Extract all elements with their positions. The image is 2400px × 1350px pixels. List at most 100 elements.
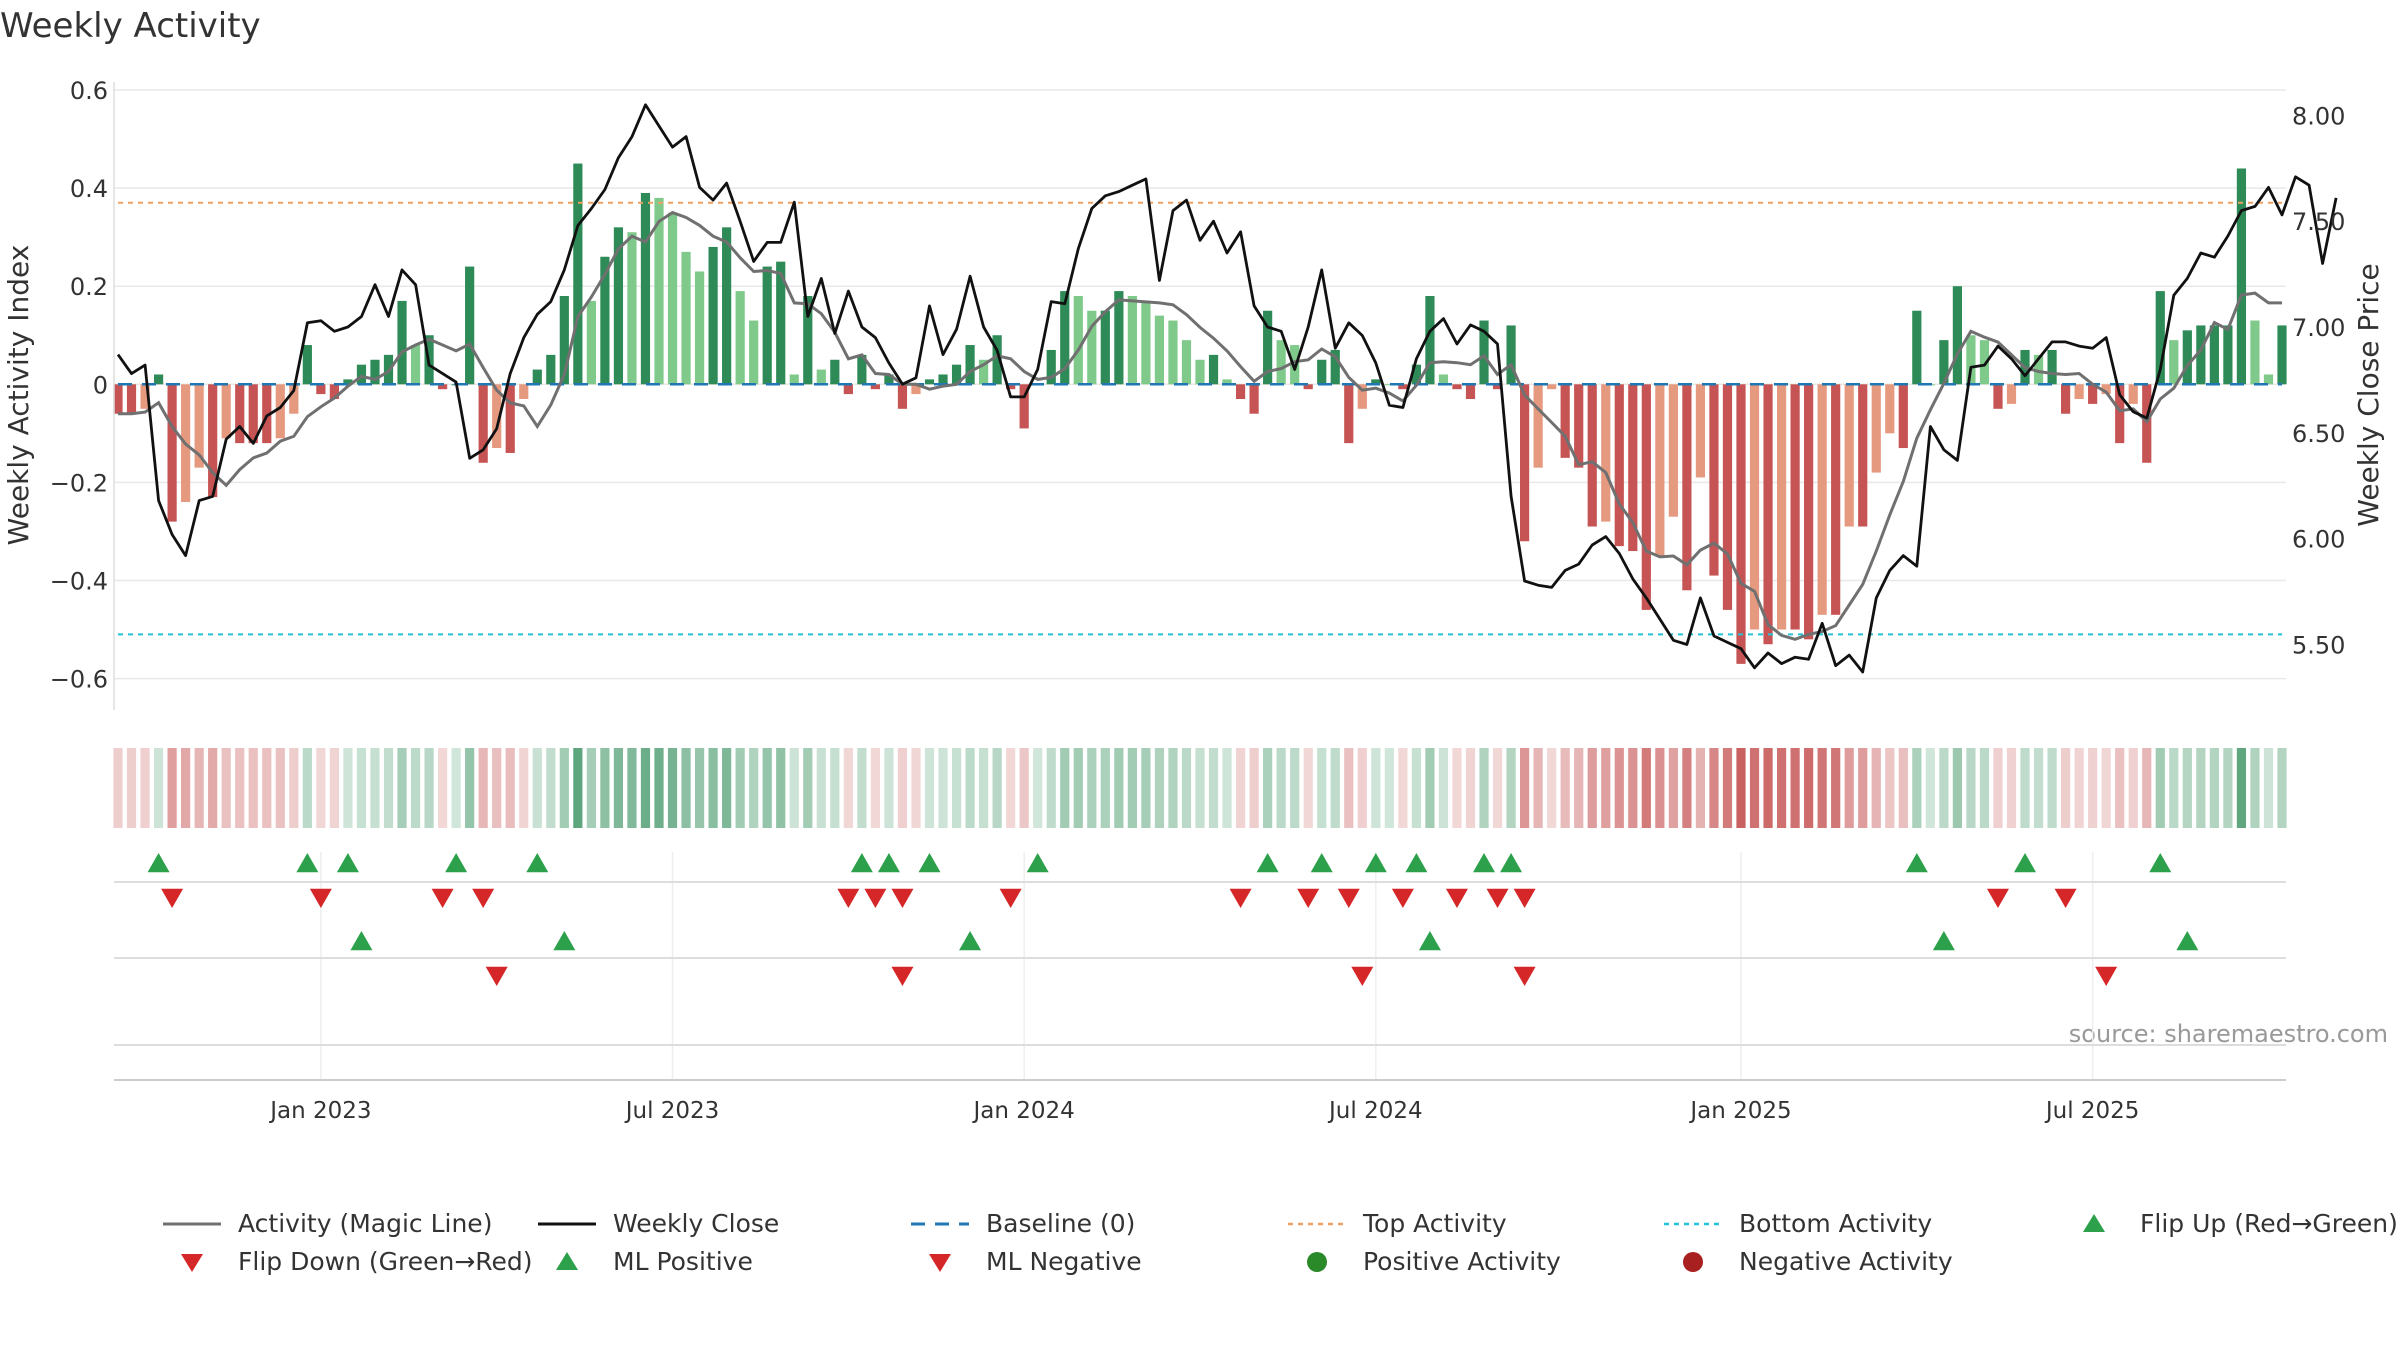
heat-cell — [1303, 748, 1313, 828]
activity-bar — [1560, 384, 1570, 458]
activity-bar — [1073, 296, 1083, 385]
activity-bar — [370, 359, 380, 385]
y-tick-label-left: 0.6 — [70, 77, 108, 105]
flip-down-marker — [837, 888, 860, 908]
activity-bar — [153, 374, 164, 385]
heat-cell — [654, 748, 664, 828]
activity-bar — [1912, 310, 1922, 385]
ml-negative-marker — [1351, 966, 1374, 986]
heat-cell — [870, 748, 880, 828]
heat-cell — [356, 748, 367, 828]
activity-bar — [586, 300, 596, 385]
flip-up-marker — [1405, 853, 1428, 873]
heat-cell — [275, 748, 285, 828]
legend-item-magic: Activity (Magic Line) — [163, 1209, 492, 1238]
activity-bar — [167, 384, 177, 522]
heat-cell — [897, 748, 908, 828]
flip-up-marker — [1310, 853, 1333, 873]
heat-cell — [2047, 748, 2057, 828]
legend-item-mlneg: ML Negative — [929, 1247, 1142, 1276]
activity-bar — [1100, 310, 1110, 385]
flip-down-marker — [1513, 888, 1536, 908]
heat-cell — [708, 748, 718, 828]
heat-cell — [1682, 748, 1692, 828]
y-tick-label-left: 0.2 — [70, 273, 108, 301]
activity-bar — [1898, 384, 1908, 449]
legend-label-mlneg: ML Negative — [986, 1247, 1142, 1276]
x-tick-label: Jul 2025 — [2044, 1098, 2140, 1124]
legend-swatch-up-triangle — [2083, 1214, 2105, 1232]
activity-bar — [1060, 291, 1070, 385]
activity-bar — [356, 364, 367, 385]
flip-up-marker — [1364, 853, 1387, 873]
heat-cell — [1858, 748, 1868, 828]
activity-bar — [830, 359, 840, 385]
heat-cell — [153, 748, 164, 828]
heat-cell — [586, 748, 596, 828]
heat-cell — [1885, 748, 1895, 828]
y-tick-label-left: −0.4 — [50, 567, 108, 595]
activity-bar — [2169, 340, 2179, 385]
activity-bar — [2277, 325, 2287, 385]
activity-bar — [235, 384, 245, 444]
heat-cell — [1601, 748, 1611, 828]
flip-up-marker — [850, 853, 873, 873]
flip-down-marker — [2054, 888, 2077, 908]
activity-bar — [2006, 384, 2017, 404]
activity-bar — [613, 227, 624, 385]
heat-cell — [857, 748, 867, 828]
ml-positive-marker — [1418, 931, 1441, 951]
flip-down-marker — [1986, 888, 2009, 908]
heat-cell — [1925, 748, 1935, 828]
heat-cell — [1073, 748, 1083, 828]
flip-down-marker — [1229, 888, 1252, 908]
heat-cell — [2250, 748, 2260, 828]
heat-cell — [2128, 748, 2138, 828]
ml-positive-marker — [350, 931, 373, 951]
heat-cell — [1019, 748, 1029, 828]
activity-bar — [870, 384, 880, 390]
heat-cell — [1154, 748, 1165, 828]
legend-label-bottom: Bottom Activity — [1739, 1209, 1932, 1238]
heat-cell — [979, 748, 989, 828]
heat-cell — [1033, 748, 1043, 828]
activity-bar — [1979, 340, 1990, 385]
heat-cell — [248, 748, 258, 828]
heat-cell — [613, 748, 624, 828]
heat-cell — [397, 748, 407, 828]
heat-cell — [722, 748, 732, 828]
activity-bar — [2088, 384, 2098, 404]
heat-cell — [1939, 748, 1949, 828]
heat-cell — [262, 748, 272, 828]
flip-up-marker — [2149, 853, 2172, 873]
activity-bar — [1330, 349, 1340, 385]
legend-item-bottom: Bottom Activity — [1664, 1209, 1932, 1238]
ml-positive-marker — [959, 931, 982, 951]
activity-bar — [1181, 340, 1192, 385]
activity-bar — [1749, 384, 1760, 630]
legend-item-top: Top Activity — [1288, 1209, 1507, 1238]
activity-bar — [343, 379, 353, 385]
heat-cell — [1993, 748, 2003, 828]
flip-down-marker — [891, 888, 914, 908]
activity-bar — [1371, 379, 1381, 385]
heat-cell — [1006, 748, 1016, 828]
y-tick-label-left: 0.4 — [70, 175, 108, 203]
heat-cell — [992, 748, 1002, 828]
heat-cell — [1263, 748, 1273, 828]
flip-up-marker — [336, 853, 359, 873]
flip-up-marker — [1473, 853, 1496, 873]
activity-bar — [113, 384, 123, 414]
heat-cell — [681, 748, 691, 828]
heat-cell — [1181, 748, 1192, 828]
activity-bar — [1885, 384, 1895, 434]
activity-bar — [816, 369, 826, 385]
activity-bar — [1357, 384, 1367, 409]
flip-down-marker — [1337, 888, 1360, 908]
activity-bar — [532, 369, 542, 385]
activity-bar — [951, 364, 962, 385]
magic-line-series — [118, 210, 2282, 641]
activity-bar — [1966, 335, 1976, 385]
heat-cell — [762, 748, 772, 828]
heat-cell — [2182, 748, 2192, 828]
